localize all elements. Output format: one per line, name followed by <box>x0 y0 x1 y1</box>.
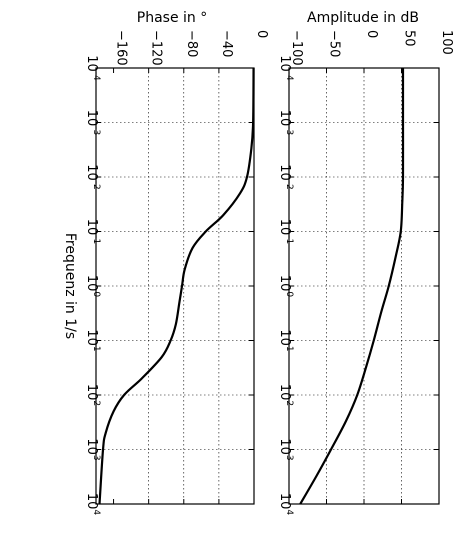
frequency-tick-text: 104 <box>277 493 294 516</box>
value-tick-label: 0 <box>364 30 379 38</box>
frequency-tick-exponent: 1 <box>284 346 294 352</box>
frequency-tick-label: 10-3 <box>277 110 294 136</box>
phase-curve <box>98 67 255 505</box>
amplitude-grid <box>289 68 439 504</box>
frequency-tick-label: 10-1 <box>277 219 294 245</box>
frequency-tick-label: 10-4 <box>84 55 101 81</box>
frequency-tick-exponent: -3 <box>91 126 101 135</box>
value-tick-label: −160 <box>114 30 129 66</box>
frequency-tick-label: 104 <box>277 493 294 516</box>
frequency-tick-label: 102 <box>277 384 294 406</box>
frequency-tick-label: 10-2 <box>84 164 101 190</box>
frequency-tick-exponent: 4 <box>91 509 101 515</box>
frequency-tick-exponent: 1 <box>91 346 101 352</box>
frequency-tick-exponent: 2 <box>284 400 294 406</box>
phase-ticks <box>96 67 255 505</box>
frequency-tick-exponent: -4 <box>91 72 101 81</box>
frequency-tick-exponent: -1 <box>284 235 294 244</box>
amplitude-ticks <box>288 67 440 505</box>
frequency-tick-text: 103 <box>84 438 101 460</box>
frequency-tick-text: 10-4 <box>84 55 101 81</box>
frequency-tick-text: 10-1 <box>84 219 101 245</box>
phase-frame <box>95 67 255 505</box>
frequency-tick-label: 10-3 <box>84 110 101 136</box>
frequency-tick-text: 10-2 <box>84 164 101 190</box>
frequency-tick-text: 103 <box>277 438 294 460</box>
frequency-tick-label: 101 <box>84 329 101 351</box>
frequency-tick-exponent: 4 <box>284 509 294 515</box>
value-tick-label: −120 <box>149 30 164 66</box>
frequency-tick-label: 100 <box>277 275 294 298</box>
value-tick-label: −40 <box>219 30 234 57</box>
amplitude-curve <box>299 68 405 505</box>
frequency-tick-text: 100 <box>84 275 101 298</box>
amplitude-value-labels: −100 −50 0 50 100 <box>289 30 454 66</box>
frequency-tick-text: 104 <box>84 493 101 516</box>
phase-title: Phase in ° <box>137 10 207 26</box>
frequency-tick-text: 10-3 <box>277 110 294 136</box>
frequency-tick-text: 102 <box>277 384 294 406</box>
value-tick-label: −80 <box>184 30 199 57</box>
frequency-tick-exponent: -3 <box>284 126 294 135</box>
phase-value-labels: −160 −120 −80 −40 0 <box>114 30 269 66</box>
frequency-tick-exponent: 3 <box>284 455 294 461</box>
frequency-tick-text: 101 <box>84 329 101 351</box>
value-tick-label: −50 <box>327 30 342 57</box>
frequency-tick-label: 10-2 <box>277 164 294 190</box>
frequency-tick-exponent: 0 <box>284 291 294 297</box>
frequency-tick-exponent: 2 <box>91 400 101 406</box>
frequency-tick-text: 101 <box>277 329 294 351</box>
frequency-tick-exponent: -4 <box>284 72 294 81</box>
frequency-tick-label: 102 <box>84 384 101 406</box>
frequency-tick-text: 10-3 <box>84 110 101 136</box>
frequency-tick-text: 10-1 <box>277 219 294 245</box>
frequency-tick-text: 10-4 <box>277 55 294 81</box>
frequency-axis-label: Frequenz in 1/s <box>62 233 78 339</box>
value-tick-label: 50 <box>402 30 417 47</box>
frequency-tick-exponent: 0 <box>91 291 101 297</box>
frequency-tick-label: 10-1 <box>84 219 101 245</box>
frequency-tick-label: 101 <box>277 329 294 351</box>
frequency-tick-label: 104 <box>84 493 101 516</box>
frequency-tick-exponent: -2 <box>91 181 101 190</box>
amplitude-title: Amplitude in dB <box>307 10 419 26</box>
frequency-tick-text: 10-2 <box>277 164 294 190</box>
frequency-tick-text: 102 <box>84 384 101 406</box>
value-tick-label: −100 <box>289 30 304 66</box>
frequency-tick-exponent: -1 <box>91 235 101 244</box>
phase-plot: −160 −120 −80 −40 0 10-410-310-210-110010110… <box>84 10 269 515</box>
frequency-tick-label: 100 <box>84 275 101 298</box>
frequency-tick-text: 100 <box>277 275 294 298</box>
frequency-tick-exponent: -2 <box>284 181 294 190</box>
phase-grid <box>96 68 254 504</box>
amplitude-plot: −100 −50 0 50 100 10-410-310-210-11001011021… <box>277 10 454 515</box>
frequency-tick-label: 10-4 <box>277 55 294 81</box>
value-tick-label: 0 <box>254 30 269 38</box>
value-tick-label: 100 <box>439 30 454 55</box>
frequency-tick-exponent: 3 <box>91 455 101 461</box>
frequency-tick-label: 103 <box>84 438 101 460</box>
frequency-tick-label: 103 <box>277 438 294 460</box>
